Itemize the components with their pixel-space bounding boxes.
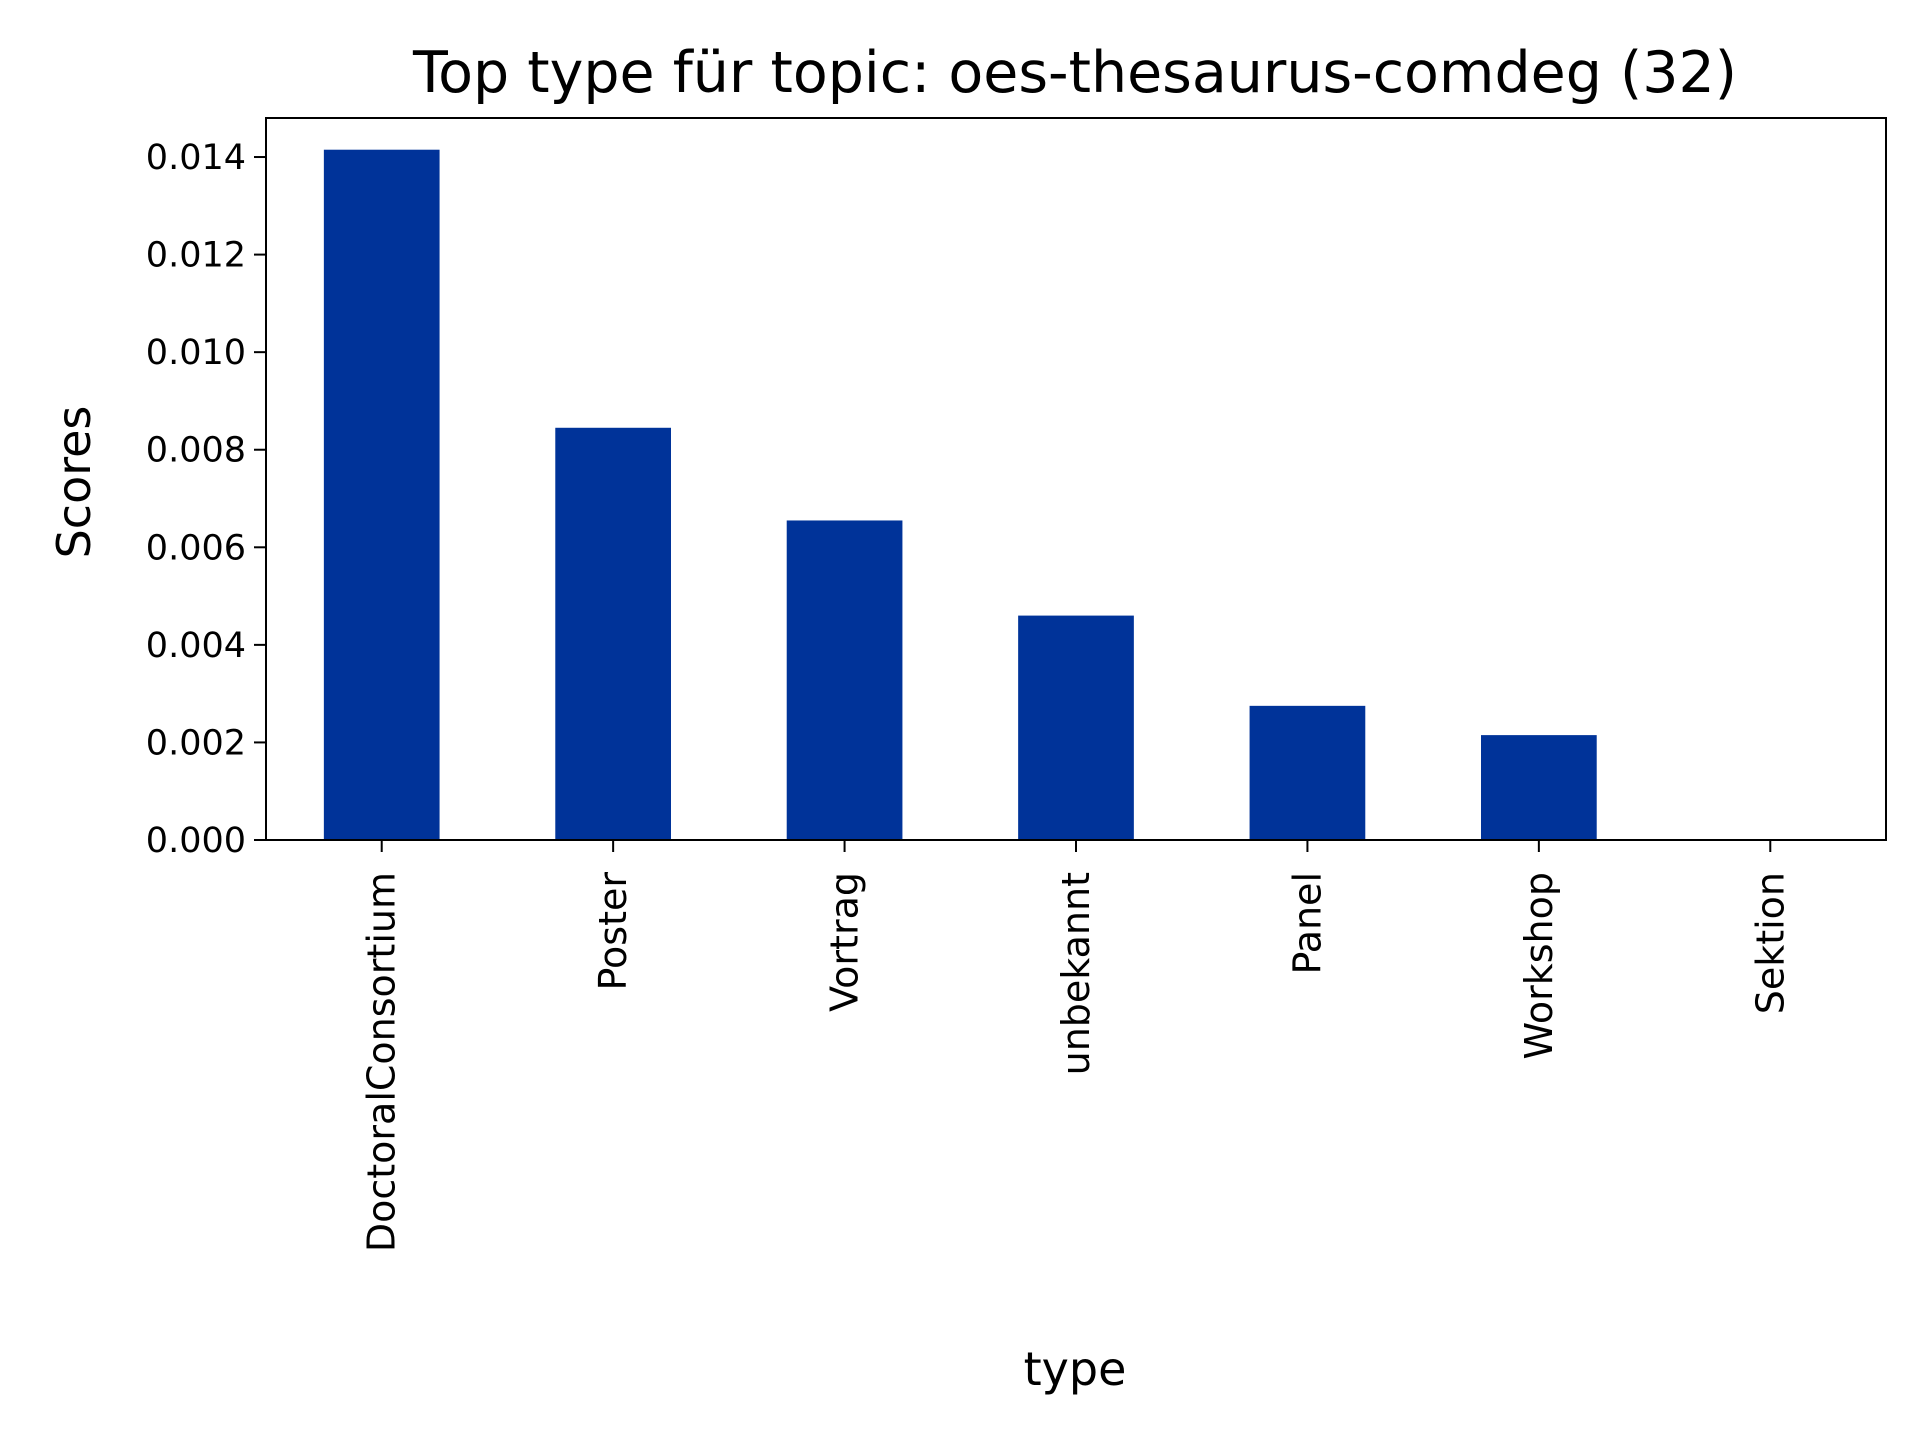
bar-unbekannt (1018, 615, 1134, 840)
y-tick-label: 0.010 (146, 333, 246, 373)
plot-frame (265, 117, 1887, 841)
bar-panel (1249, 705, 1366, 840)
chart-title: Top type für topic: oes-thesaurus-comdeg… (412, 40, 1737, 106)
x-tick-label: Poster (591, 872, 635, 991)
y-tick-label: 0.002 (146, 723, 246, 763)
x-axis-ticks: DoctoralConsortium Poster Vortrag unbekannt… (360, 840, 1792, 1252)
bar-workshop (1481, 735, 1597, 840)
bar-poster (555, 427, 671, 840)
x-tick-label: DoctoralConsortium (360, 872, 404, 1252)
y-tick-label: 0.014 (146, 138, 246, 178)
y-tick-label: 0.004 (146, 626, 246, 666)
y-axis-ticks: 0.000 0.002 0.004 0.006 0.008 0.010 0.012 0.014 (146, 138, 266, 861)
x-axis-label: type (1024, 1342, 1127, 1396)
x-tick-label: Sektion (1748, 872, 1792, 1014)
bars-group (323, 149, 1597, 840)
x-tick-label: Vortrag (823, 872, 867, 1012)
bar-vortrag (786, 520, 903, 840)
x-tick-label: Workshop (1517, 872, 1561, 1059)
x-tick-label: Panel (1285, 872, 1329, 975)
y-tick-label: 0.000 (146, 821, 246, 861)
y-tick-label: 0.006 (146, 528, 246, 568)
x-tick-label: unbekannt (1054, 872, 1098, 1075)
y-tick-label: 0.008 (146, 431, 246, 471)
y-axis-label: Scores (47, 406, 101, 559)
bar-doctoralconsortium (323, 149, 440, 840)
y-tick-label: 0.012 (146, 236, 246, 276)
